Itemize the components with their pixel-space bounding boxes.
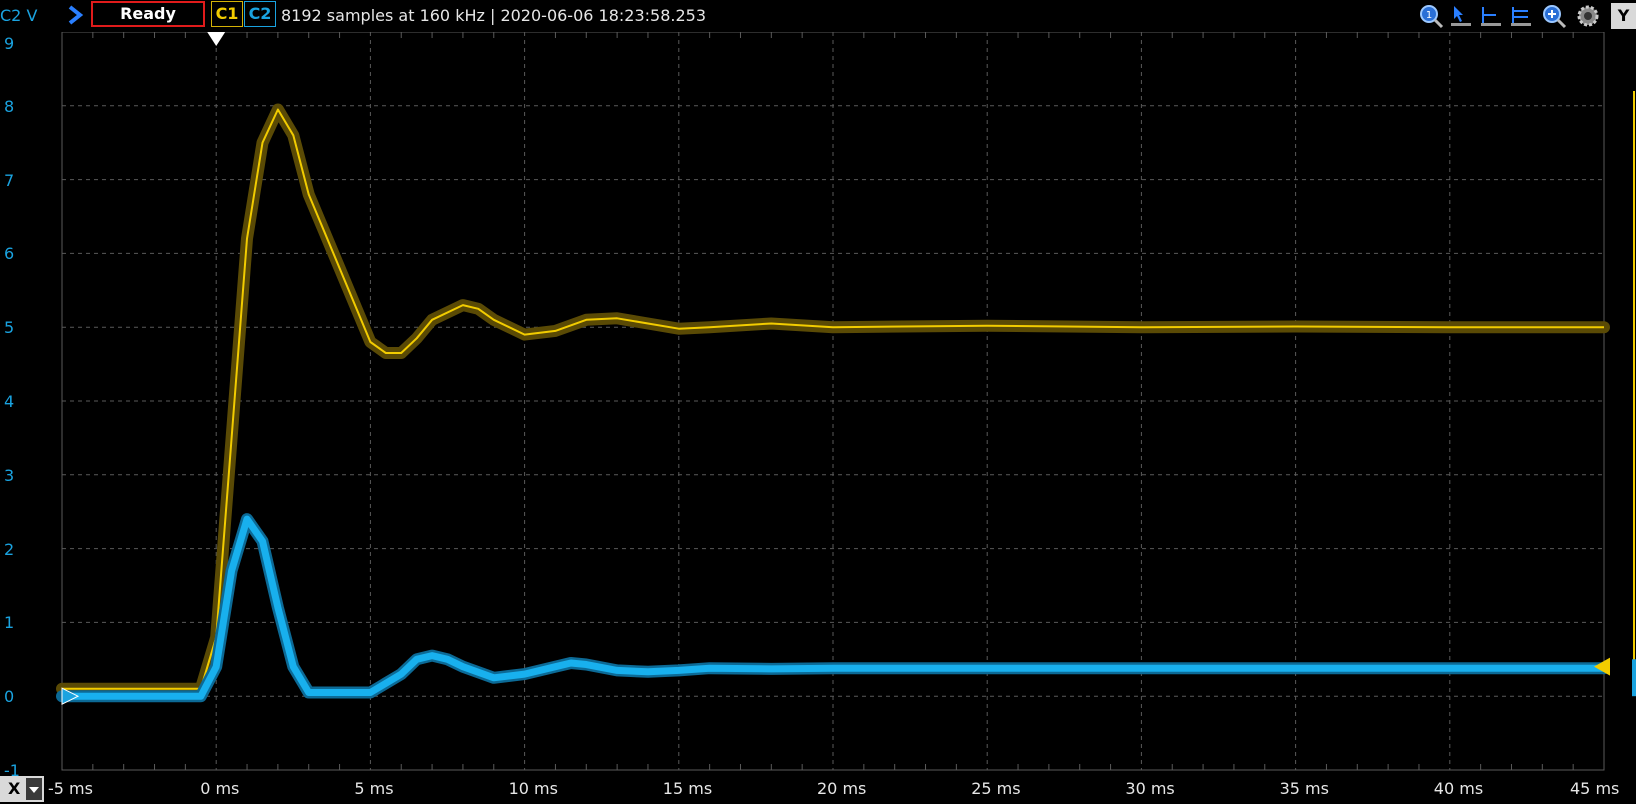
y-tick-label: 1	[4, 613, 15, 633]
y-axis-button[interactable]: Y	[1611, 3, 1636, 29]
x-tick-label: 5 ms	[354, 779, 394, 798]
svg-text:1: 1	[1426, 10, 1432, 21]
channel-2-button[interactable]: C2	[244, 1, 276, 27]
cursor-icon[interactable]	[1448, 3, 1474, 29]
x-tick-label: 20 ms	[817, 779, 867, 798]
run-arrow-icon[interactable]	[66, 4, 86, 26]
y-tick-label: 3	[4, 465, 15, 485]
toolbar: C2 V Ready C1 C2 8192 samples at 160 kHz…	[0, 0, 1636, 32]
grid	[61, 31, 1605, 771]
x-tick-label: 40 ms	[1433, 779, 1484, 798]
channel-1-button[interactable]: C1	[211, 1, 243, 27]
traces	[56, 103, 1610, 703]
y-tick-label: 2	[4, 539, 15, 559]
ch1-trigger-level-marker	[1594, 657, 1610, 676]
markers	[61, 32, 1636, 706]
x-tick-label: 45 ms	[1570, 779, 1620, 798]
acquisition-info: 8192 samples at 160 kHz | 2020-06-06 18:…	[281, 6, 706, 25]
x-tick-label: 10 ms	[508, 779, 558, 798]
magnify-icon[interactable]	[1541, 3, 1567, 29]
x-tick-label: -5 ms	[48, 779, 93, 798]
y-axis-unit: C2 V	[0, 6, 38, 25]
y-tick-label: 8	[4, 96, 15, 116]
y-tick-label: 9	[4, 34, 15, 53]
trace-C2	[62, 515, 1604, 700]
horizontal-cursor-icon[interactable]	[1478, 3, 1504, 29]
y-tick-label: 6	[4, 244, 15, 264]
x-tick-label: 0 ms	[200, 779, 240, 798]
x-tick-label: 25 ms	[971, 779, 1021, 798]
x-dropdown-icon[interactable]	[26, 778, 42, 800]
y-tick-label: 7	[4, 170, 15, 190]
trace-C1	[62, 108, 1604, 690]
x-tick-label: 35 ms	[1279, 779, 1329, 798]
y-tick-label: -1	[4, 761, 20, 780]
x-axis-button-label: X	[8, 779, 21, 798]
settings-gear-icon[interactable]	[1575, 3, 1601, 29]
status-ready-button[interactable]: Ready	[91, 1, 205, 27]
y-tick-label: 0	[4, 687, 15, 707]
y-tick-label: 5	[4, 318, 15, 338]
ch2-offset-marker	[61, 687, 80, 706]
x-tick-label: 15 ms	[662, 779, 713, 798]
x-axis-button[interactable]: X	[0, 776, 44, 802]
vertical-cursor-icon[interactable]	[1508, 3, 1534, 29]
trigger-position-marker	[207, 32, 226, 46]
zoom-fit-icon[interactable]: 1	[1418, 3, 1444, 29]
y-tick-label: 4	[4, 392, 15, 411]
x-tick-label: 30 ms	[1125, 779, 1175, 798]
